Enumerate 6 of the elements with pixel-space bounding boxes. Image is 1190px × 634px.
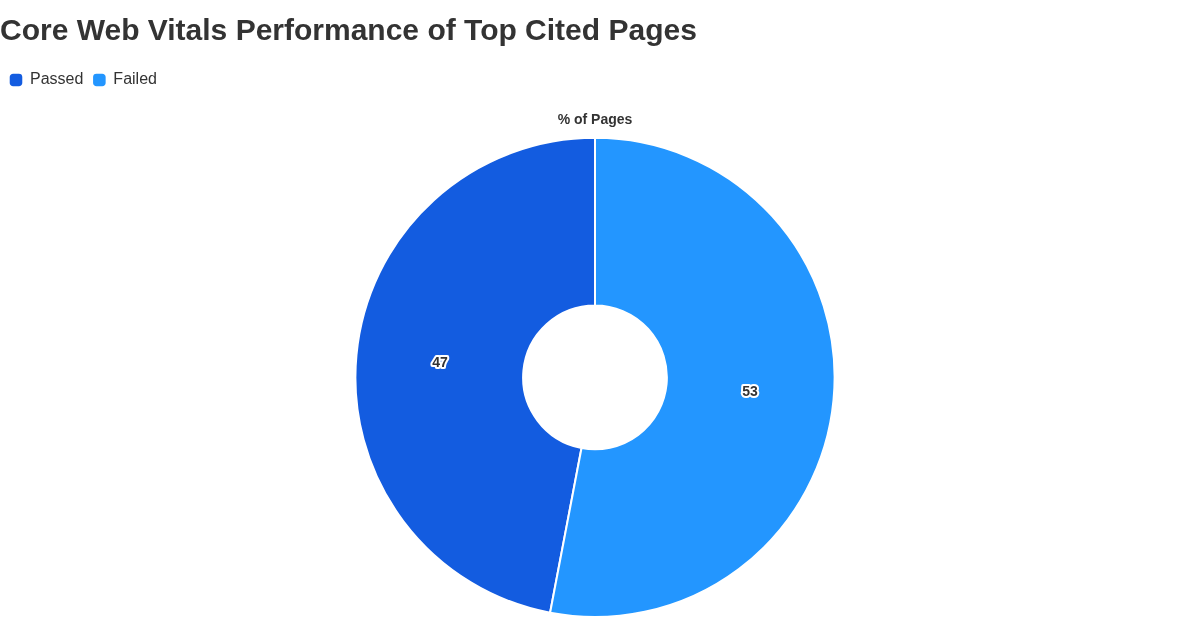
legend-label: Passed	[30, 70, 84, 88]
text: % of Pages	[557, 111, 633, 128]
data-label: 53	[742, 382, 759, 399]
data-label: 47	[432, 353, 448, 370]
chart-title: Core Web Vitals Performance of Top Cited Pages	[0, 13, 697, 47]
legend-label: Failed	[113, 70, 157, 88]
